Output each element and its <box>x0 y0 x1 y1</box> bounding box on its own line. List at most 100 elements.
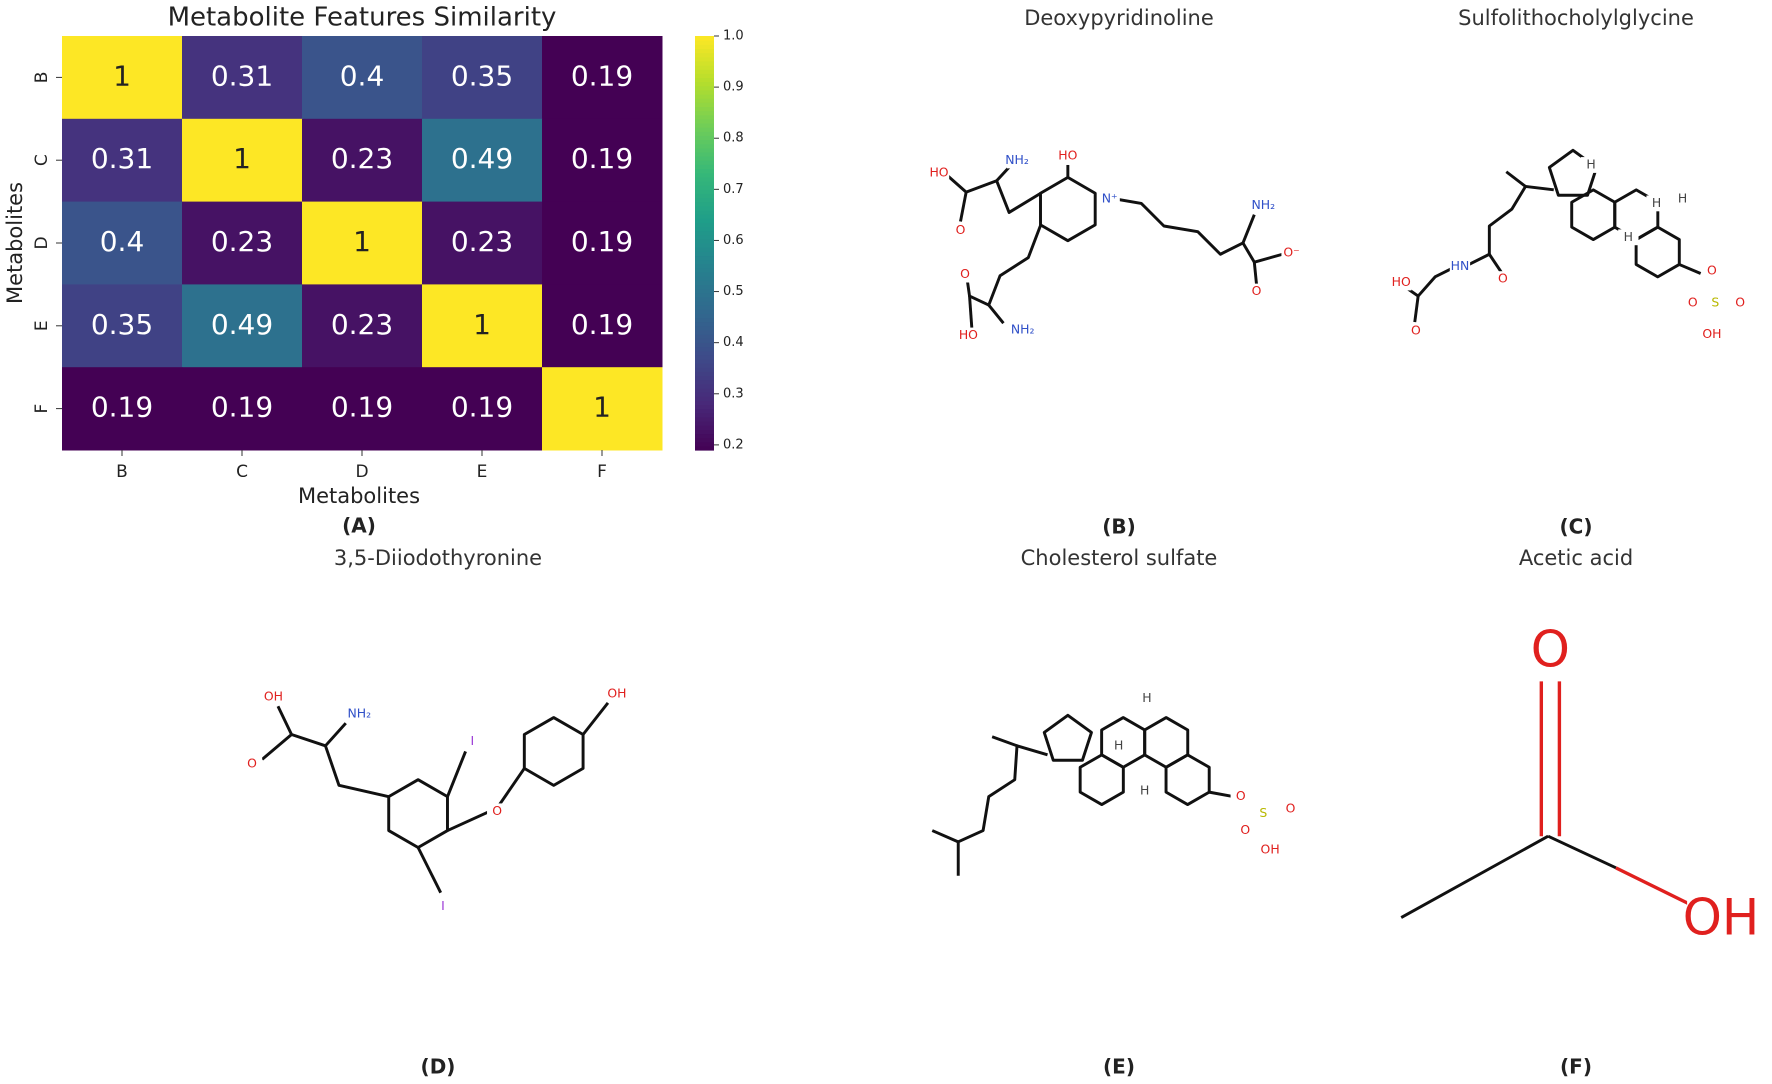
cell-label: 0.35 <box>451 59 513 92</box>
colorbar-step <box>695 342 714 348</box>
colorbar-step <box>695 110 714 116</box>
panel-label: (A) <box>342 514 376 538</box>
colorbar-step <box>695 222 714 228</box>
atom-label: HO <box>959 327 978 342</box>
x-tick-label: D <box>355 462 368 482</box>
colorbar-step <box>695 64 714 70</box>
atom-mask <box>1134 783 1155 799</box>
atom-label: H <box>1142 690 1151 705</box>
panel-label: (B) <box>1102 515 1136 539</box>
atom-mask <box>487 803 508 820</box>
panel-label: (F) <box>1560 1055 1592 1079</box>
ring <box>1042 713 1093 762</box>
heatmap-cell <box>62 118 183 203</box>
atom-mask <box>1618 229 1639 246</box>
colorbar-step <box>695 421 714 426</box>
atom-labels: OH O NH₂ I I O OH <box>241 685 628 915</box>
atom-label: OH <box>1261 841 1280 856</box>
x-axis-label: Metabolites <box>298 484 420 508</box>
colorbar-tick-label: 0.4 <box>723 335 744 350</box>
ring <box>1570 188 1617 242</box>
colorbar-step <box>695 139 714 145</box>
atom-label: N⁺ <box>1102 190 1118 205</box>
cell-label: 0.4 <box>340 59 385 92</box>
atom-mask <box>1108 737 1129 754</box>
x-tick-label: F <box>597 462 607 482</box>
cell-label: 0.23 <box>451 225 513 258</box>
y-tick-label: F <box>32 404 52 414</box>
panel-label: (C) <box>1560 515 1593 539</box>
cell-label: 1 <box>113 59 131 92</box>
colorbar-step <box>695 325 714 331</box>
cell-label: 0.19 <box>571 142 633 175</box>
atom-mask <box>241 755 263 772</box>
atom-mask <box>1253 197 1274 214</box>
atom-mask <box>954 266 976 283</box>
atom-mask <box>1672 190 1693 207</box>
colorbar-tick-label: 0.5 <box>723 284 744 299</box>
colorbar-step <box>695 271 714 277</box>
colorbar-step <box>695 404 714 410</box>
colorbar-step <box>695 205 714 211</box>
cell-label: 0.19 <box>91 391 153 424</box>
atom-label: NH₂ <box>1005 152 1029 167</box>
atom-label: O <box>1236 788 1246 803</box>
colorbar-step <box>695 193 714 199</box>
heatmap-cell <box>302 284 423 368</box>
colorbar-step <box>695 375 714 381</box>
atom-mask <box>1492 271 1514 288</box>
colorbar-step <box>695 180 714 186</box>
atom-label: H <box>1652 195 1661 210</box>
colorbar-step <box>695 156 714 161</box>
colorbar-step <box>695 160 714 165</box>
atom-label: OH <box>264 689 283 704</box>
cell-label: 0.23 <box>331 308 393 341</box>
colorbar-step <box>695 81 714 87</box>
cell-label: 0.19 <box>571 225 633 258</box>
x-tick-label: B <box>116 462 128 482</box>
colorbar-step <box>695 305 714 310</box>
atom-label: H <box>1114 737 1123 752</box>
atom-mask <box>1246 283 1267 300</box>
atom-mask <box>432 898 454 915</box>
atom-label: OH <box>1702 326 1721 341</box>
atom-mask <box>1701 263 1723 280</box>
colorbar-step <box>695 89 714 95</box>
atom-label: NH₂ <box>348 706 372 721</box>
panel-title: Deoxypyridinoline <box>1024 6 1214 30</box>
colorbar-step <box>695 445 714 451</box>
atom-label: H <box>1624 229 1633 244</box>
colorbar-step <box>695 292 714 298</box>
heatmap-cell <box>422 201 543 285</box>
atom-label: O <box>956 222 966 237</box>
atom-label: NH₂ <box>1011 321 1035 336</box>
atom-mask <box>606 685 628 702</box>
atom-mask <box>1391 274 1412 291</box>
atom-mask <box>1705 294 1726 311</box>
atom-mask <box>1006 152 1028 169</box>
colorbar-step <box>695 441 714 447</box>
cell-label: 0.19 <box>331 391 393 424</box>
chart-title: Metabolite Features Similarity <box>168 3 557 33</box>
colorbar-step <box>695 429 714 435</box>
panel-title: Sulfolithocholylglycine <box>1458 6 1694 30</box>
colorbar-step <box>695 238 714 244</box>
colorbar-step <box>695 102 714 107</box>
colorbar-step <box>695 147 714 153</box>
atom-label: O <box>1498 271 1508 286</box>
atom-labels: HO NH₂ HO N⁺ NH₂ O⁻ O O HO NH₂ O <box>928 147 1302 344</box>
colorbar-step <box>695 40 714 45</box>
atom-mask <box>1449 258 1471 275</box>
ring <box>522 716 585 787</box>
y-tick-label: C <box>32 154 52 166</box>
colorbar-step <box>695 416 714 422</box>
colorbar-step <box>695 197 714 203</box>
atom-mask <box>1687 893 1755 949</box>
atom-label: O <box>1411 323 1421 338</box>
heatmap-cell <box>422 367 543 451</box>
atom-label: HN <box>1451 258 1470 273</box>
colorbar-tick-label: 0.6 <box>723 233 744 248</box>
atom-mask <box>1516 626 1585 681</box>
